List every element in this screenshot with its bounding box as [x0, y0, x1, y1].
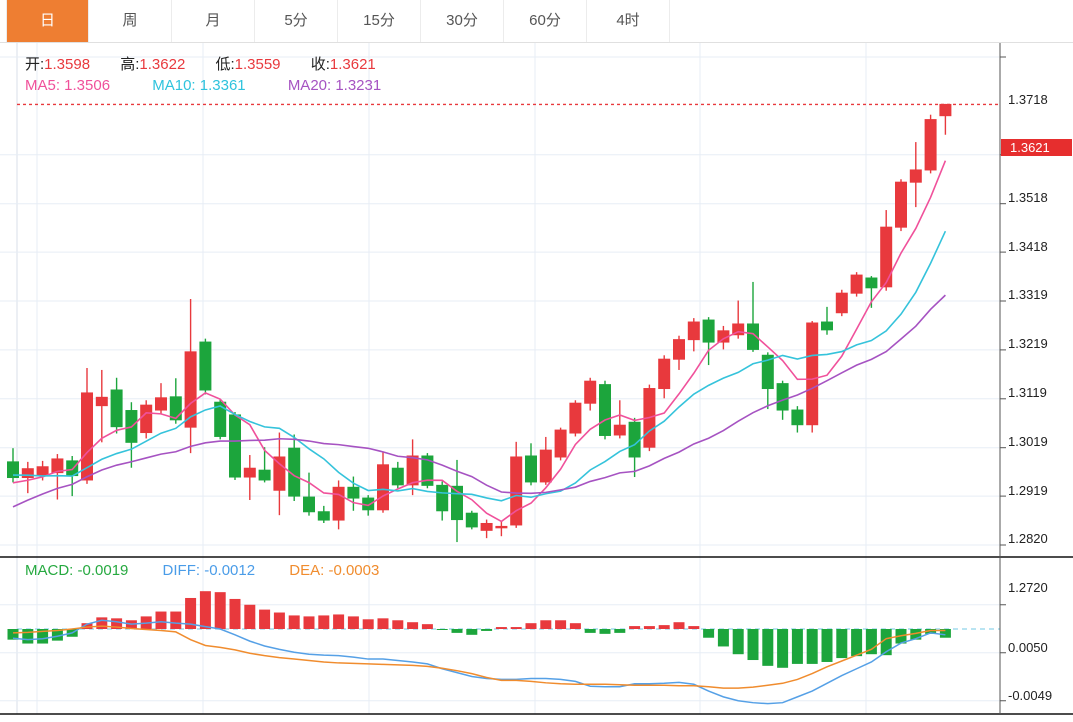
candlesticks — [7, 103, 952, 543]
tab-4hour[interactable]: 4时 — [587, 0, 670, 42]
open-value: 1.3598 — [44, 56, 91, 73]
ma5-legend: MA5: 1.3506 — [25, 77, 111, 94]
price-axis-label: 1.2919 — [1008, 482, 1048, 498]
ma10-line — [12, 230, 947, 502]
price-axis-label: 1.3319 — [1008, 287, 1048, 303]
price-axis-label: 1.3718 — [1008, 92, 1048, 107]
price-axis-label: 1.3019 — [1008, 433, 1048, 449]
macd-axis-label: -0.0049 — [1008, 687, 1053, 703]
tab-15min[interactable]: 15分 — [338, 0, 421, 42]
open-label: 开: — [25, 56, 45, 73]
diff-line — [12, 619, 946, 705]
price-axis-label: 1.3518 — [1008, 189, 1048, 205]
ma10-legend: MA10: 1.3361 — [152, 77, 246, 94]
tab-60min[interactable]: 60分 — [504, 0, 587, 42]
gridlines — [0, 43, 1000, 714]
high-value: 1.3622 — [139, 56, 186, 73]
close-value: 1.3621 — [329, 56, 376, 73]
price-axis-label: 1.2720 — [1008, 580, 1048, 595]
macd-axis-label: 0.0050 — [1008, 639, 1048, 655]
tab-5min[interactable]: 5分 — [255, 0, 338, 42]
close-label: 收: — [310, 56, 330, 73]
tab-day[interactable]: 日 — [6, 0, 89, 42]
price-axis-label: 1.3418 — [1008, 238, 1048, 254]
chart-canvas[interactable]: 开:1.3598 高:1.3622 低:1.3559 收:1.3621 MA5:… — [0, 43, 1073, 722]
ma5-line — [12, 160, 947, 523]
price-axis-label: 1.3219 — [1008, 336, 1048, 351]
ma-legend: MA5: 1.3506 MA10: 1.3361 MA20: 1.3231 — [25, 77, 381, 94]
ma20-legend: MA20: 1.3231 — [287, 77, 382, 94]
chart-svg — [0, 43, 1073, 715]
ohlc-legend: 开:1.3598 高:1.3622 低:1.3559 收:1.3621 — [25, 53, 402, 74]
current-price-badge: 1.3621 — [1001, 138, 1072, 156]
high-label: 高: — [120, 56, 140, 73]
dea-line — [12, 625, 946, 689]
price-axis-label: 1.3119 — [1008, 384, 1047, 400]
macd-legend: MACD: -0.0019 DIFF: -0.0012 DEA: -0.0003 — [25, 562, 379, 579]
diff-value: DIFF: -0.0012 — [162, 562, 256, 579]
dea-value: DEA: -0.0003 — [289, 562, 380, 579]
timeframe-tabs: 日 周 月 5分 15分 30分 60分 4时 — [0, 0, 1073, 43]
macd-value: MACD: -0.0019 — [25, 562, 129, 579]
low-value: 1.3559 — [234, 56, 281, 73]
tab-30min[interactable]: 30分 — [421, 0, 504, 42]
price-axis-label: 1.2820 — [1008, 531, 1048, 547]
tab-month[interactable]: 月 — [172, 0, 255, 42]
low-label: 低: — [215, 56, 235, 73]
ma20-line — [12, 294, 946, 508]
tab-week[interactable]: 周 — [89, 0, 172, 42]
